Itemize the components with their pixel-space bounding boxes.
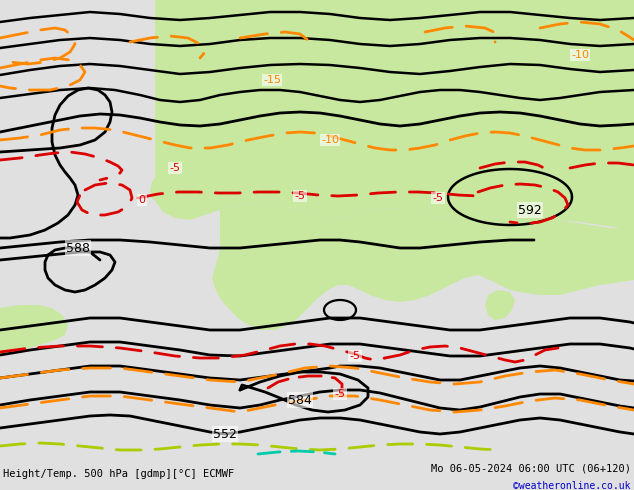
- Text: 584: 584: [288, 393, 312, 407]
- Polygon shape: [150, 152, 634, 230]
- Text: -5: -5: [349, 351, 361, 361]
- Text: -10: -10: [321, 135, 339, 145]
- Text: 592: 592: [518, 203, 542, 217]
- Text: -5: -5: [432, 193, 444, 203]
- Text: -15: -15: [263, 75, 281, 85]
- Text: 0: 0: [138, 195, 145, 205]
- Text: 552: 552: [213, 427, 237, 441]
- Text: -5: -5: [335, 389, 346, 399]
- Polygon shape: [485, 290, 515, 320]
- Text: Mo 06-05-2024 06:00 UTC (06+120): Mo 06-05-2024 06:00 UTC (06+120): [431, 464, 631, 473]
- Polygon shape: [155, 0, 634, 200]
- Text: ©weatheronline.co.uk: ©weatheronline.co.uk: [514, 481, 631, 490]
- Polygon shape: [212, 202, 634, 330]
- Text: -5: -5: [169, 163, 181, 173]
- Text: -10: -10: [571, 50, 589, 60]
- Polygon shape: [555, 0, 634, 45]
- Text: 588: 588: [66, 242, 90, 254]
- Text: -5: -5: [295, 191, 306, 201]
- Text: Height/Temp. 500 hPa [gdmp][°C] ECMWF: Height/Temp. 500 hPa [gdmp][°C] ECMWF: [3, 468, 235, 479]
- Polygon shape: [0, 305, 68, 355]
